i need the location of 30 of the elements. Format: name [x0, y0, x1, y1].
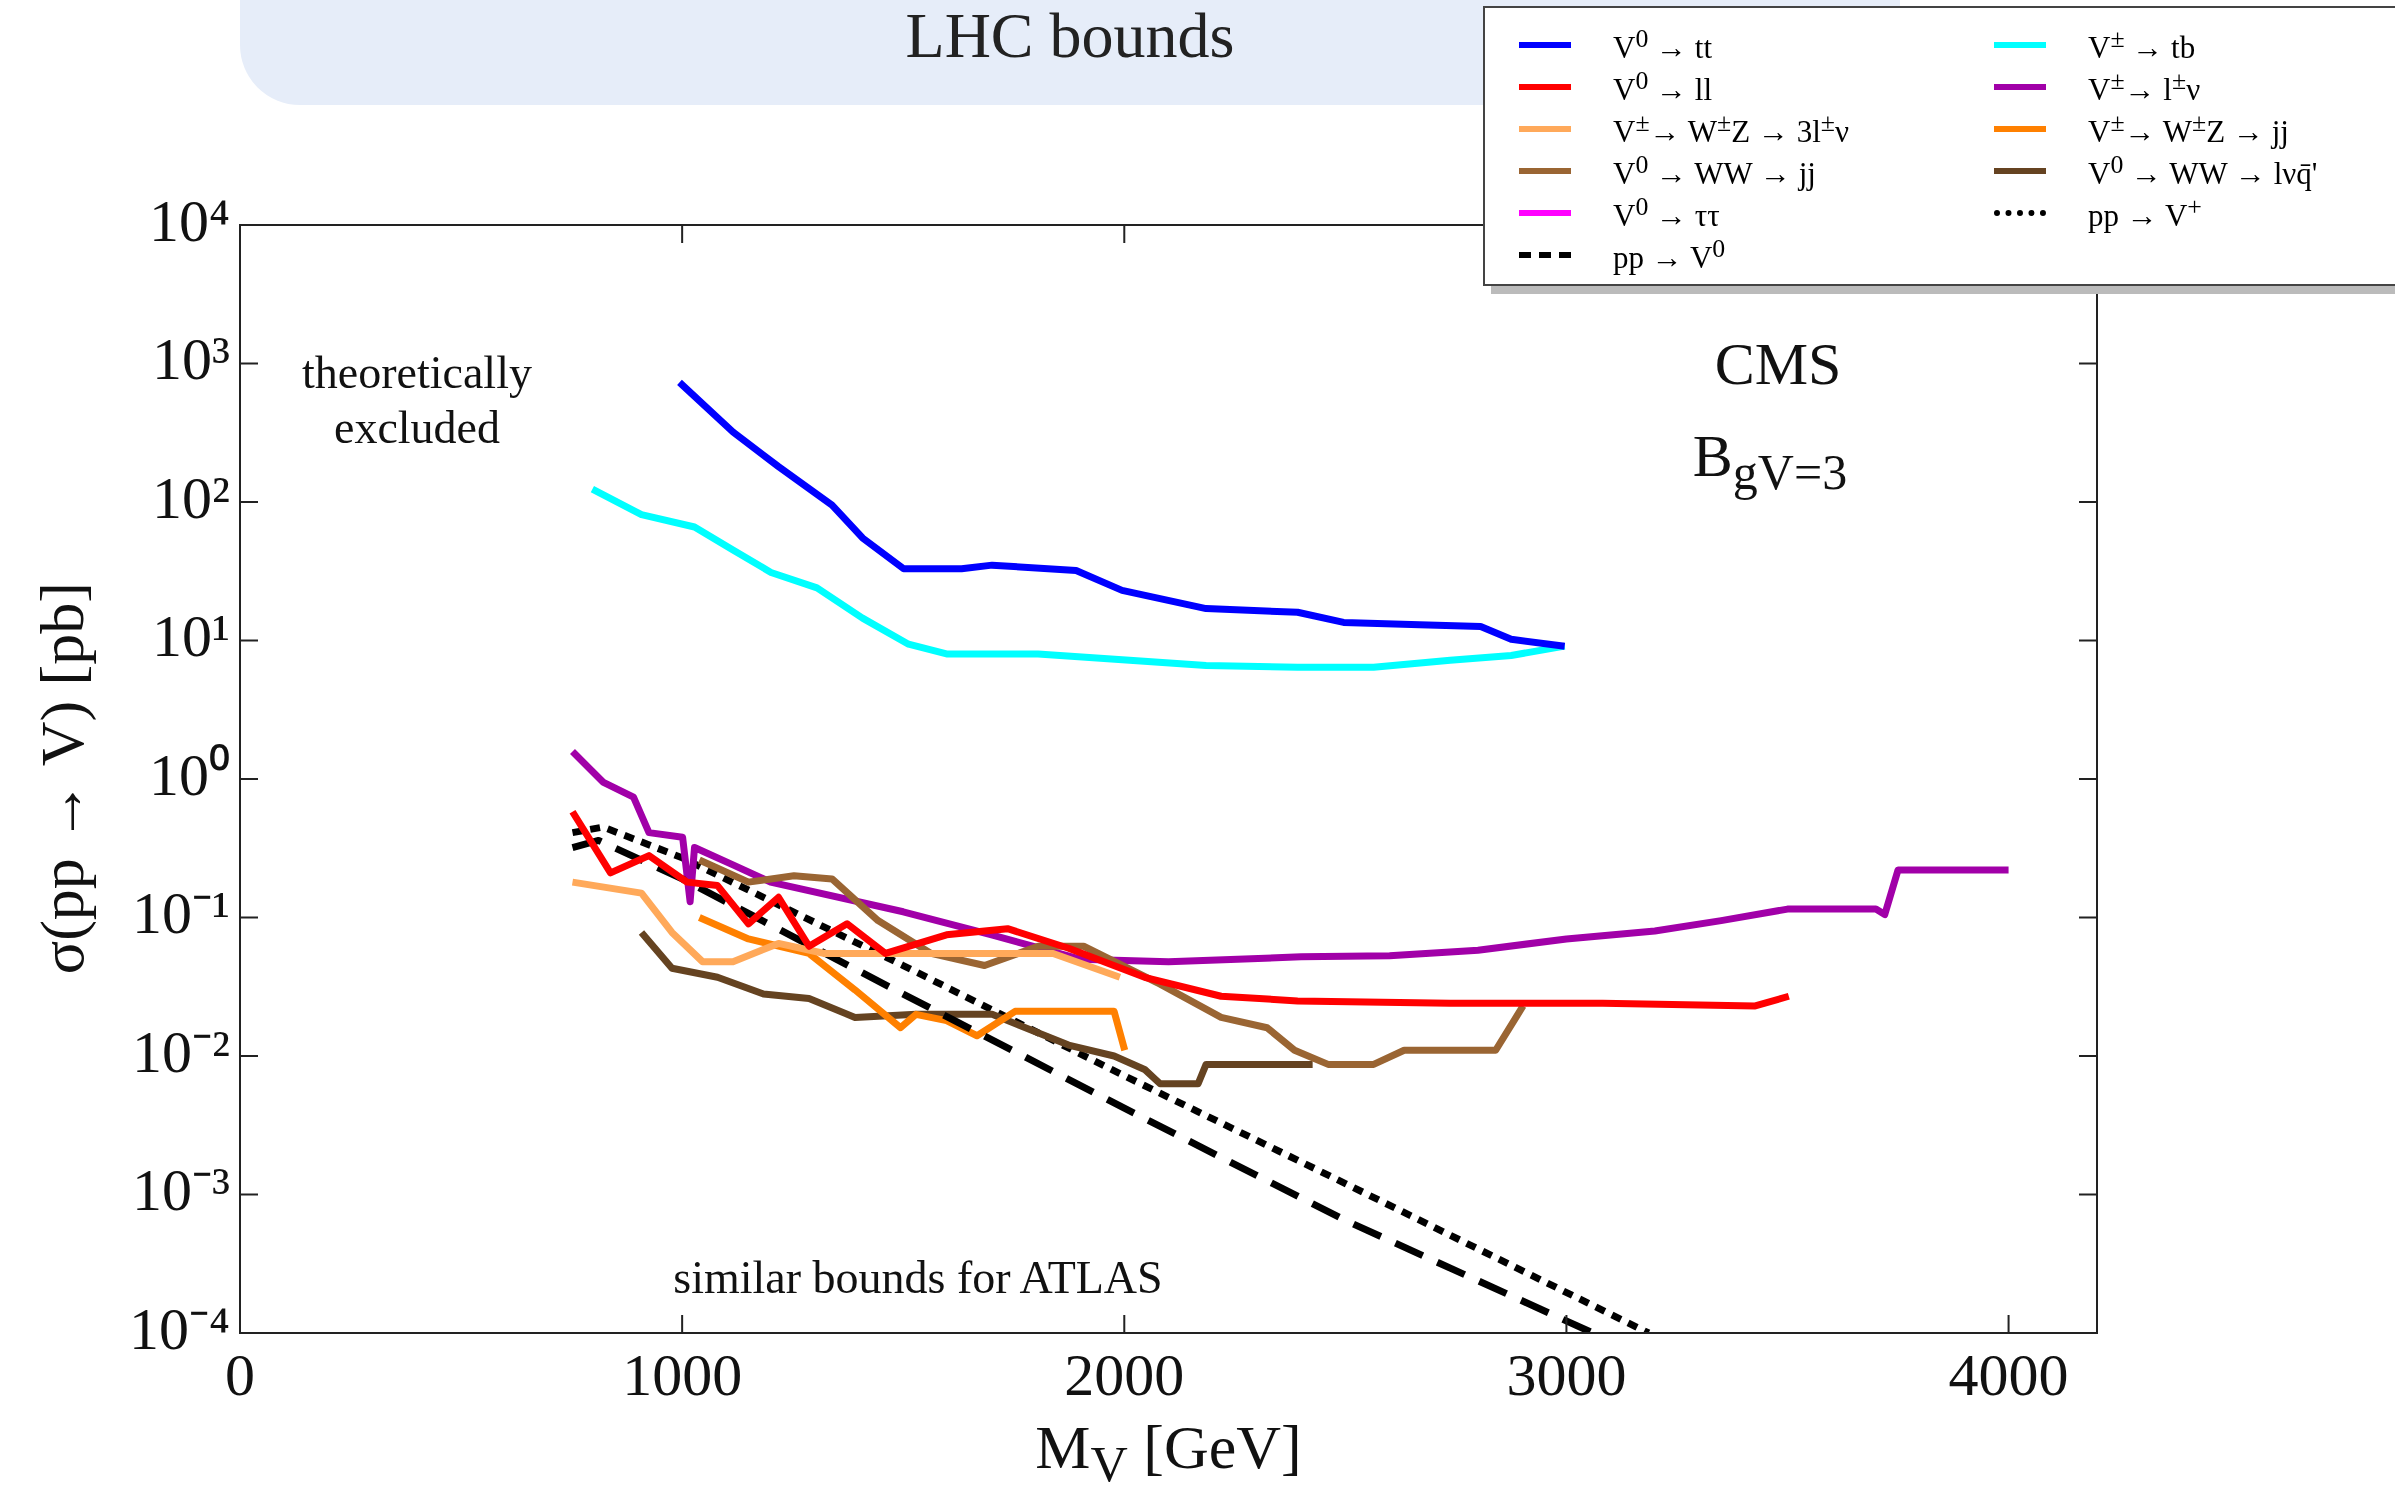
legend-label: pp → V$^{+}$ — [2088, 191, 2202, 235]
y-tick-label: 10⁻² — [132, 1018, 230, 1085]
y-tick-label: 10⁻¹ — [132, 880, 230, 947]
chart-title: LHC bounds — [905, 0, 1235, 71]
legend-label: V$^{±}$→ W$^{±}$Z → jj — [2088, 107, 2289, 151]
y-tick-label: 10³ — [152, 326, 230, 393]
x-tick-label: 2000 — [1064, 1341, 1185, 1408]
legend-label: V$^{±}$ → tb — [2088, 23, 2196, 67]
legend-label: V$^{0}$ → WW → lνq̄' — [2088, 149, 2318, 193]
legend-label: V$^{0}$ → ττ — [1613, 191, 1720, 235]
y-tick-label: 10⁰ — [149, 741, 230, 808]
annotation: similar bounds for ATLAS — [672, 1251, 1164, 1305]
y-tick-label: 10⁴ — [149, 187, 230, 254]
x-tick-label: 4000 — [1948, 1341, 2069, 1408]
legend-label: V$^{±}$→ W$^{±}$Z → 3l$^{±}$ν — [1613, 107, 1849, 151]
x-tick-label: 1000 — [622, 1341, 743, 1408]
y-tick-label: 10² — [152, 464, 230, 531]
y-axis-title: σ(pp → V) [pb] — [26, 581, 97, 977]
legend-label: V$^{0}$ → WW → jj — [1613, 149, 1816, 193]
annotation: B$_{gV=3}$ — [1691, 422, 1849, 502]
y-tick-label: 10⁻³ — [132, 1157, 230, 1224]
annotation: CMS — [1713, 330, 1843, 399]
legend-label: pp → V$^{0}$ — [1613, 233, 1726, 277]
legend-label: V$^{0}$ → tt — [1613, 23, 1713, 67]
legend-label: V$^{0}$ → ll — [1613, 65, 1713, 109]
x-tick-label: 3000 — [1506, 1341, 1627, 1408]
y-tick-label: 10¹ — [152, 603, 230, 670]
legend-label: V$^{±}$→ l$^{±}$ν — [2088, 65, 2201, 109]
x-axis-title: M$_{V}$ [GeV] — [1034, 1412, 1303, 1495]
annotation: theoretically excluded — [301, 346, 533, 456]
